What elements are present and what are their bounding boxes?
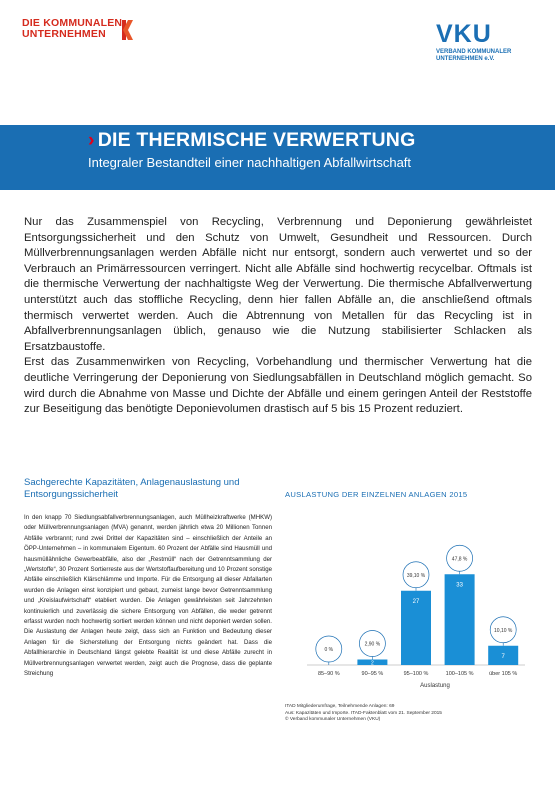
logo-vku-sub2: UNTERNEHMEN e.V. — [436, 56, 495, 62]
logo-chevron-icon — [122, 20, 133, 40]
chart-footnote-1: ITAD Mitgliederumfrage, Teilnehmende Anl… — [285, 704, 395, 709]
chart-bar-value: 33 — [456, 582, 463, 588]
chart-percent-label: 47,8 % — [452, 556, 468, 562]
chart-x-axis-label: Auslastung — [420, 683, 450, 689]
chart-footnote-3: © Verband kommunaler Unternehmen (VKU) — [285, 717, 381, 722]
page-title-text: DIE THERMISCHE VERWERTUNG — [97, 129, 416, 151]
chart-percent-label: 0 % — [324, 647, 333, 653]
page-subtitle: Integraler Bestandteil einer nachhaltige… — [88, 155, 412, 170]
logo-vku: VKU VERBAND KOMMUNALER UNTERNEHMEN e.V. — [436, 22, 536, 63]
chart-title: AUSLASTUNG DER EINZELNEN ANLAGEN 2015 — [285, 490, 468, 499]
logo-die-kommunalen-unternehmen: DIE KOMMUNALEN UNTERNEHMEN — [22, 17, 133, 40]
chart-bar — [401, 590, 431, 665]
chart-category-label: 90–95 % — [362, 671, 384, 677]
chart-percent-bubble — [489, 616, 517, 644]
chart-category-label: 100–105 % — [446, 671, 474, 677]
chart-category-label: 95–100 % — [404, 671, 429, 677]
section-heading: Sachgerechte Kapazitäten, Anlagenauslast… — [24, 477, 240, 500]
chart-bar — [444, 574, 475, 665]
chart-category-label: über 105 % — [489, 671, 517, 677]
logo-vku-sub1: VERBAND KOMMUNALER — [436, 49, 512, 55]
chart-percent-label: 10,10 % — [494, 628, 513, 634]
intro-text: Nur das Zusammenspiel von Recycling, Ver… — [24, 215, 532, 418]
intro-paragraph-2: Erst das Zusammenwirken von Recycling, V… — [24, 356, 532, 416]
logo-left-line2: UNTERNEHMEN — [22, 28, 106, 40]
chart-bar-value: 27 — [413, 599, 420, 605]
intro-paragraph-1: Nur das Zusammenspiel von Recycling, Ver… — [24, 216, 532, 353]
chart-bar — [357, 659, 388, 665]
chart-percent-label: 2,90 % — [365, 642, 381, 648]
title-chevron: › — [88, 129, 95, 151]
chart-bar — [488, 645, 519, 665]
utilization-bar-chart: Auslastung 0 % 85–90 % 2 2,90 % 90–95 % 27 39,… — [307, 544, 525, 689]
chart-category-label: 85–90 % — [318, 671, 340, 677]
logo-vku-letters: VKU — [436, 20, 492, 48]
chart-percent-bubble — [315, 635, 343, 663]
chart-percent-bubble — [359, 630, 386, 657]
hero-banner: › DIE THERMISCHE VERWERTUNG Integraler Be… — [0, 125, 555, 190]
page-title: › DIE THERMISCHE VERWERTUNG — [88, 129, 415, 152]
chart-footnote-2: Aus: Kapazitäten und Importe. ITAD-Fakte… — [285, 710, 442, 716]
chart-footnote: ITAD Mitgliederumfrage, Teilnehmende Anl… — [285, 704, 525, 724]
chart-percent-bubble — [402, 561, 430, 589]
section-body-text: In den knapp 70 Siedlungsabfallverbrennu… — [24, 514, 272, 678]
logo-left-line1: DIE KOMMUNALEN — [22, 17, 123, 29]
chart-percent-bubble — [446, 544, 473, 572]
chart-percent-label: 39,10 % — [407, 573, 426, 579]
chart-bar-value: 7 — [502, 654, 506, 660]
chart-bar-value: 2 — [371, 661, 374, 667]
